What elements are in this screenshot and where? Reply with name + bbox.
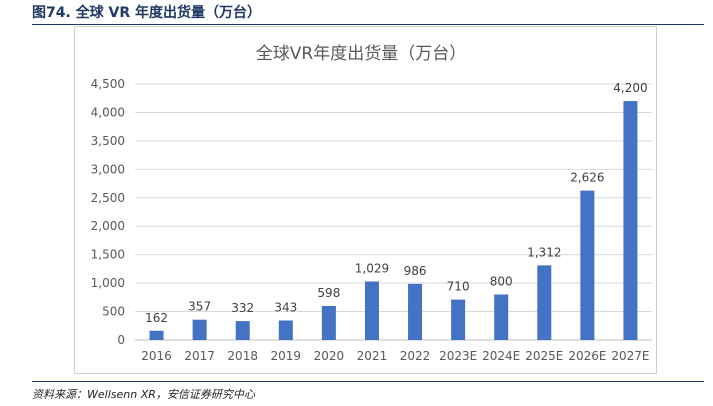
top-rule	[32, 24, 704, 25]
data-label: 343	[274, 300, 297, 314]
figure-title: 图74. 全球 VR 年度出货量（万台）	[32, 5, 262, 21]
chart-title: 全球VR年度出货量（万台）	[256, 44, 466, 64]
bar	[623, 101, 638, 340]
grid-lines	[135, 83, 652, 341]
data-label: 2,626	[570, 171, 604, 185]
data-label: 986	[404, 264, 427, 278]
bar	[278, 320, 293, 340]
x-tick-label: 2019	[271, 349, 302, 363]
bar	[321, 305, 336, 340]
x-tick-label: 2018	[227, 349, 258, 363]
bar	[494, 294, 509, 340]
source-note: 资料来源：Wellsenn XR，安信证券研究中心	[32, 388, 255, 401]
data-label: 710	[447, 280, 470, 294]
y-tick-label: 1,500	[91, 248, 125, 262]
bar	[235, 321, 250, 340]
data-label: 1,029	[355, 261, 389, 275]
x-tick-label: 2020	[314, 349, 345, 363]
y-tick-label: 0	[117, 333, 125, 347]
y-axis-ticks: 0 500 1,000 1,500 2,000 2,500 3,000 3,500 4,000 4…	[91, 77, 125, 347]
y-tick-label: 3,500	[91, 134, 125, 148]
x-tick-label: 2016	[141, 349, 172, 363]
data-label: 598	[317, 286, 340, 300]
data-label: 332	[231, 301, 254, 315]
bar	[408, 283, 423, 340]
data-label: 4,200	[613, 81, 647, 95]
y-tick-label: 2,500	[91, 191, 125, 205]
x-tick-label: 2017	[184, 349, 215, 363]
x-tick-label: 2027E	[611, 349, 649, 363]
x-tick-label: 2025E	[525, 349, 563, 363]
x-tick-label: 2026E	[568, 349, 606, 363]
bar	[192, 319, 207, 340]
x-tick-label: 2024E	[482, 349, 520, 363]
x-tick-label: 2023E	[439, 349, 477, 363]
x-tick-label: 2022	[400, 349, 431, 363]
bar	[537, 265, 552, 340]
data-labels: 162 357 332 343 598 1,029 986 710 800 1,312 2,626 4…	[145, 81, 648, 325]
data-label: 800	[490, 274, 513, 288]
y-tick-label: 3,000	[91, 162, 125, 176]
x-axis-ticks: 2016 2017 2018 2019 2020 2021 2022 2023E 2024E 20…	[141, 349, 649, 363]
bottom-rule	[32, 381, 704, 382]
y-tick-label: 4,000	[91, 105, 125, 119]
y-tick-label: 4,500	[91, 77, 125, 91]
data-label: 357	[188, 300, 211, 314]
bar	[451, 299, 466, 340]
bar	[580, 190, 595, 340]
data-label: 162	[145, 311, 168, 325]
x-tick-label: 2021	[357, 349, 388, 363]
data-label: 1,312	[527, 245, 561, 259]
bars	[149, 101, 638, 340]
y-tick-label: 1,000	[91, 276, 125, 290]
bar	[364, 281, 379, 340]
y-tick-label: 2,000	[91, 219, 125, 233]
y-tick-label: 500	[102, 305, 125, 319]
bar	[149, 330, 164, 340]
